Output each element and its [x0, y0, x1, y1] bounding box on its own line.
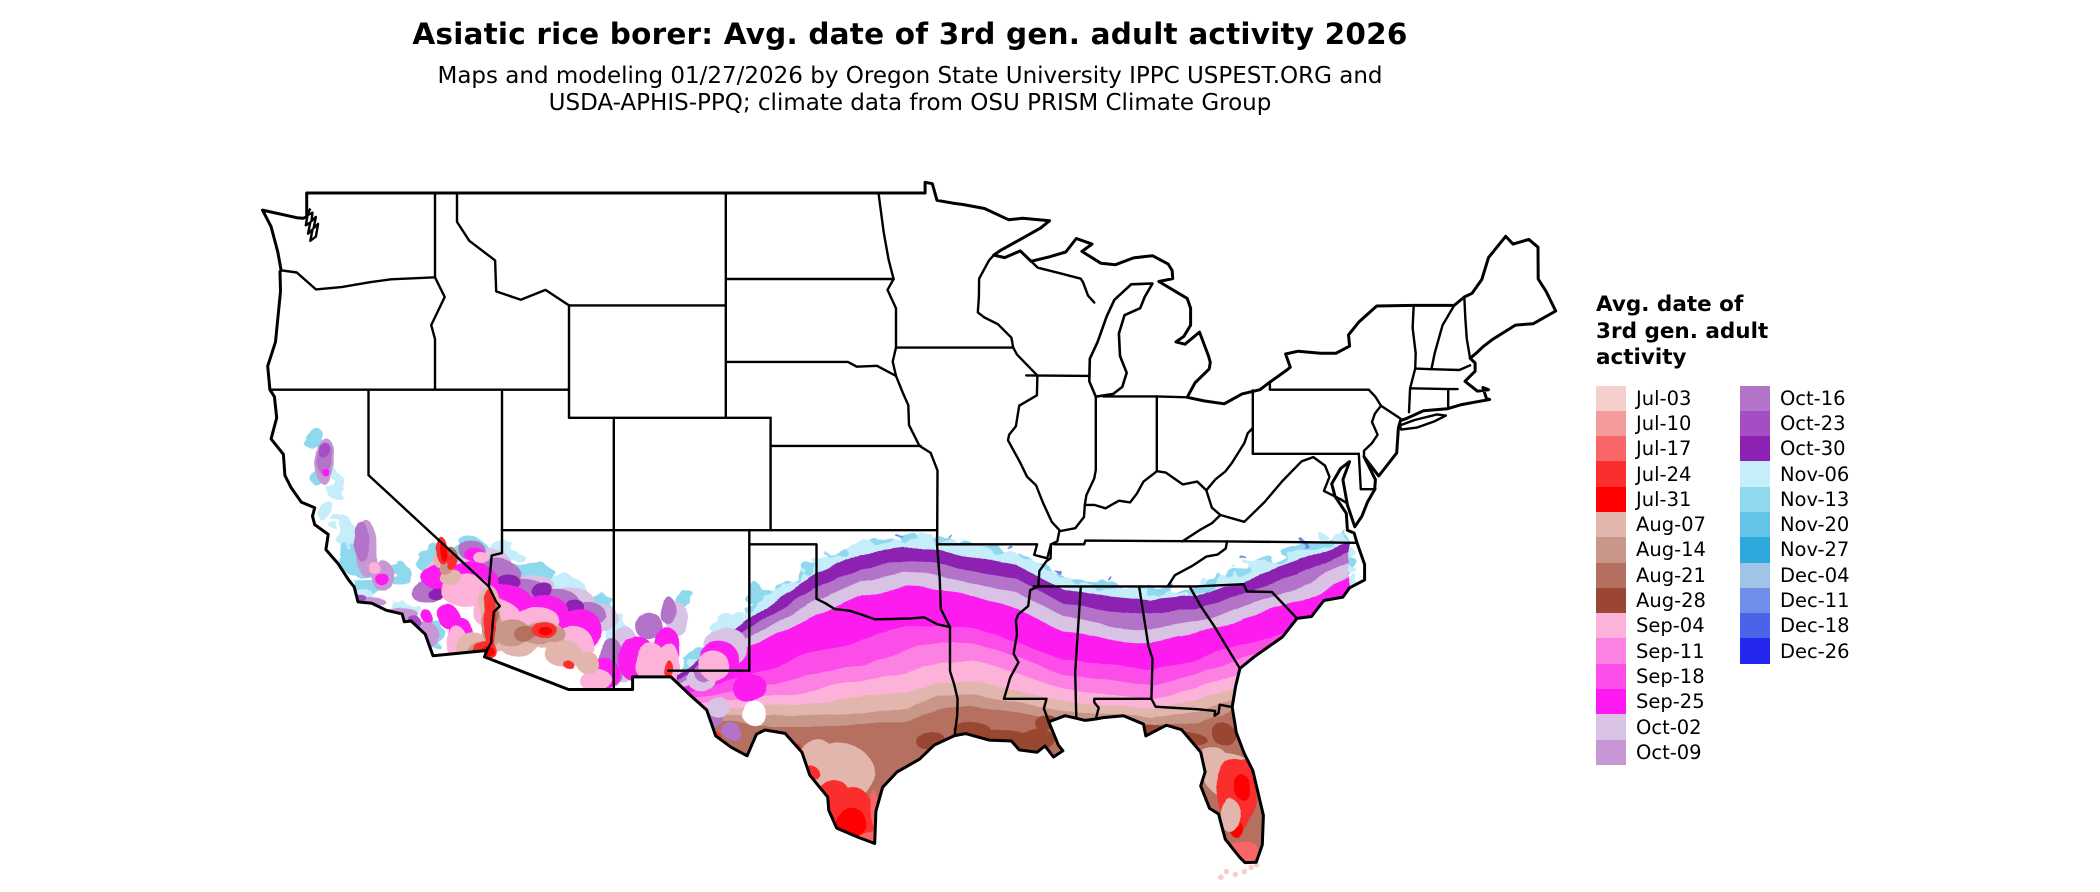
legend-swatch — [1739, 486, 1770, 512]
legend-swatch — [1739, 385, 1770, 411]
legend-label: Aug-14 — [1636, 538, 1706, 562]
legend-item: Jul-24 — [1596, 461, 1706, 487]
legend-label: Oct-02 — [1636, 715, 1702, 739]
legend-swatch — [1596, 587, 1626, 614]
legend-swatch — [1739, 638, 1770, 664]
legend-label: Jul-31 — [1636, 487, 1692, 511]
legend-label: Aug-28 — [1636, 589, 1706, 613]
legend-label: Dec-11 — [1779, 589, 1850, 613]
legend-swatch — [1596, 739, 1626, 765]
legend-label: Nov-27 — [1779, 538, 1850, 562]
legend-columns: Jul-03 Jul-10 Jul-17 Jul-24 Jul-31 Aug-07 Aug-… — [1596, 385, 1896, 765]
legend-label: Dec-26 — [1779, 639, 1850, 663]
legend-item: Oct-16 — [1739, 385, 1850, 411]
legend-item: Jul-17 — [1596, 436, 1706, 462]
legend-item: Aug-21 — [1596, 562, 1706, 588]
legend-item: Dec-04 — [1739, 562, 1850, 588]
legend-swatch — [1596, 486, 1626, 512]
legend-label: Sep-11 — [1636, 639, 1705, 663]
legend-item: Jul-31 — [1596, 486, 1706, 512]
legend-swatch — [1739, 587, 1770, 614]
legend-label: Nov-13 — [1779, 487, 1850, 511]
legend-swatch — [1739, 410, 1770, 437]
legend-label: Aug-21 — [1636, 563, 1706, 587]
legend-swatch — [1596, 410, 1626, 437]
legend-label: Jul-24 — [1636, 462, 1692, 486]
legend-swatch — [1596, 714, 1626, 740]
legend-swatch — [1596, 663, 1626, 690]
legend-item: Dec-26 — [1739, 638, 1850, 664]
legend-item: Oct-23 — [1739, 410, 1850, 437]
legend-swatch — [1596, 537, 1626, 563]
legend-item: Sep-18 — [1596, 663, 1706, 690]
legend-item: Nov-06 — [1739, 461, 1850, 487]
legend-label: Jul-10 — [1636, 411, 1692, 435]
legend-label: Dec-04 — [1779, 563, 1850, 587]
legend-item: Oct-30 — [1739, 436, 1850, 462]
legend-item: Nov-27 — [1739, 537, 1850, 563]
legend-column: Oct-16 Oct-23 Oct-30 Nov-06 Nov-13 Nov-20 Nov-… — [1739, 385, 1850, 664]
legend-item: Sep-25 — [1596, 689, 1706, 715]
legend-title-line: activity — [1596, 345, 1687, 370]
legend-label: Sep-25 — [1636, 690, 1705, 714]
figure-subtitle-line2: USDA-APHIS-PPQ; climate data from OSU PR… — [548, 89, 1272, 116]
legend-title-line: Avg. date of — [1596, 292, 1744, 317]
legend-swatch — [1739, 613, 1770, 639]
legend-title-line: 3rd gen. adult — [1596, 318, 1769, 344]
legend-column: Jul-03 Jul-10 Jul-17 Jul-24 Jul-31 Aug-07 Aug-… — [1596, 385, 1706, 765]
legend-label: Nov-20 — [1779, 513, 1850, 537]
legend-item: Sep-11 — [1596, 638, 1706, 664]
legend-swatch — [1739, 562, 1770, 588]
legend-swatch — [1596, 436, 1626, 462]
legend-item: Aug-28 — [1596, 587, 1706, 614]
legend-label: Oct-16 — [1779, 386, 1846, 410]
legend-label: Sep-18 — [1636, 664, 1705, 688]
legend-swatch — [1596, 689, 1626, 715]
legend-swatch — [1739, 537, 1770, 563]
legend-item: Sep-04 — [1596, 613, 1706, 639]
legend-label: Aug-07 — [1636, 513, 1706, 537]
legend-item: Nov-13 — [1739, 486, 1850, 512]
legend-item: Aug-07 — [1596, 511, 1706, 538]
figure-subtitle-line1: Maps and modeling 01/27/2026 by Oregon S… — [437, 63, 1383, 89]
legend-swatch — [1596, 562, 1626, 588]
legend-label: Oct-09 — [1636, 740, 1702, 764]
legend-item: Dec-18 — [1739, 613, 1850, 639]
legend-item: Oct-02 — [1596, 714, 1706, 740]
figure-header: Asiatic rice borer: Avg. date of 3rd gen… — [0, 0, 1820, 116]
legend-label: Jul-03 — [1636, 386, 1692, 410]
legend-title: Avg. date of 3rd gen. adult activity — [1596, 292, 1896, 372]
legend-swatch — [1596, 511, 1626, 538]
legend-item: Jul-10 — [1596, 410, 1706, 437]
legend-label: Dec-18 — [1779, 614, 1850, 638]
figure-title: Asiatic rice borer: Avg. date of 3rd gen… — [412, 17, 1408, 51]
legend-item: Dec-11 — [1739, 587, 1850, 614]
legend-label: Nov-06 — [1779, 462, 1850, 486]
legend-swatch — [1739, 461, 1770, 487]
legend: Avg. date of 3rd gen. adult activity Jul… — [1596, 292, 1896, 765]
legend-item: Aug-14 — [1596, 537, 1706, 563]
legend-label: Oct-23 — [1779, 411, 1846, 435]
legend-swatch — [1739, 436, 1770, 462]
legend-label: Oct-30 — [1779, 437, 1846, 461]
legend-swatch — [1596, 461, 1626, 487]
legend-label: Sep-04 — [1636, 614, 1705, 638]
legend-swatch — [1739, 511, 1770, 538]
legend-label: Jul-17 — [1636, 437, 1692, 461]
legend-item: Nov-20 — [1739, 511, 1850, 538]
legend-swatch — [1596, 638, 1626, 664]
legend-item: Jul-03 — [1596, 385, 1706, 411]
legend-item: Oct-09 — [1596, 739, 1706, 765]
legend-swatch — [1596, 613, 1626, 639]
legend-swatch — [1596, 385, 1626, 411]
